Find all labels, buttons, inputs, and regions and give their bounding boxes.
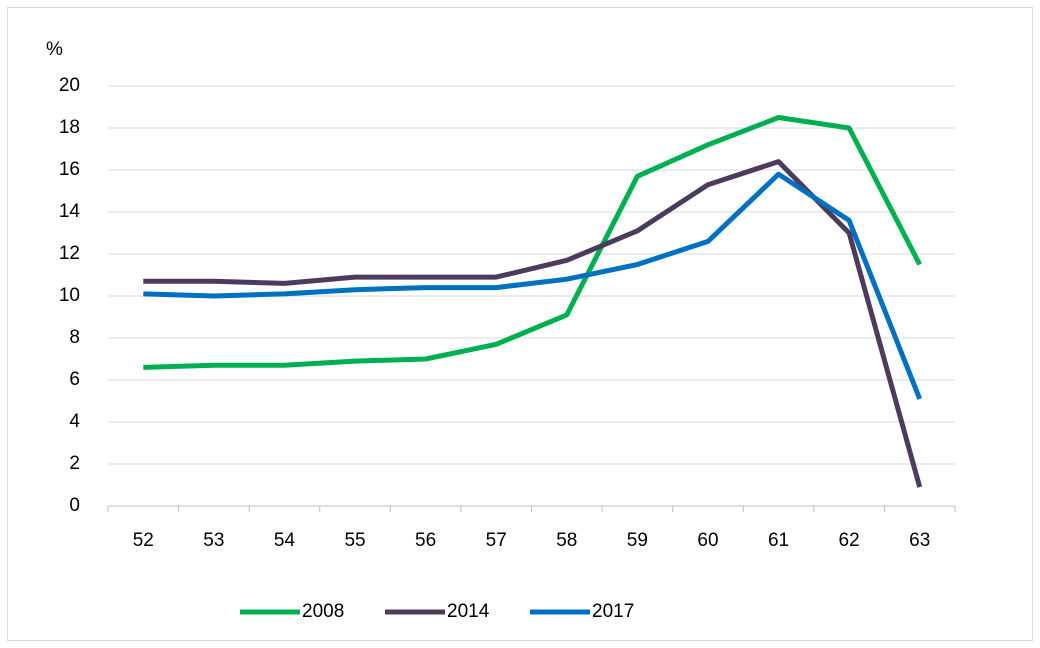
x-tick-label: 59: [627, 530, 648, 551]
x-tick-label: 57: [486, 530, 507, 551]
y-tick-label: 0: [69, 495, 80, 516]
x-tick-label: 56: [415, 530, 436, 551]
line-series: [143, 159, 923, 488]
x-tick-label: 53: [203, 530, 224, 551]
x-tick-label: 62: [839, 530, 860, 551]
x-tick-label: 54: [274, 530, 296, 551]
legend-label: 2014: [447, 601, 490, 622]
x-tick-label: 52: [133, 530, 154, 551]
line-series: [143, 115, 922, 370]
x-tick-label: 58: [556, 530, 577, 551]
x-tick-label: 61: [768, 530, 789, 551]
y-tick-label: 14: [59, 201, 81, 222]
y-tick-label: 10: [59, 285, 80, 306]
x-tick-label: 55: [344, 530, 365, 551]
x-tick-label: 63: [909, 530, 930, 551]
x-tick-label: 60: [697, 530, 718, 551]
line-series: [143, 171, 923, 400]
chart-border: [7, 7, 1033, 641]
y-tick-label: 18: [59, 117, 80, 138]
y-tick-label: 6: [69, 369, 80, 390]
legend-label: 2008: [302, 601, 344, 622]
y-tick-label: 8: [69, 327, 80, 348]
legend-label: 2017: [592, 601, 634, 622]
y-tick-label: 12: [59, 243, 80, 264]
y-tick-label: 4: [69, 411, 80, 432]
y-tick-label: 16: [59, 159, 80, 180]
y-tick-label: 2: [69, 453, 80, 474]
y-axis-label: %: [46, 39, 63, 60]
y-tick-label: 20: [59, 75, 80, 96]
